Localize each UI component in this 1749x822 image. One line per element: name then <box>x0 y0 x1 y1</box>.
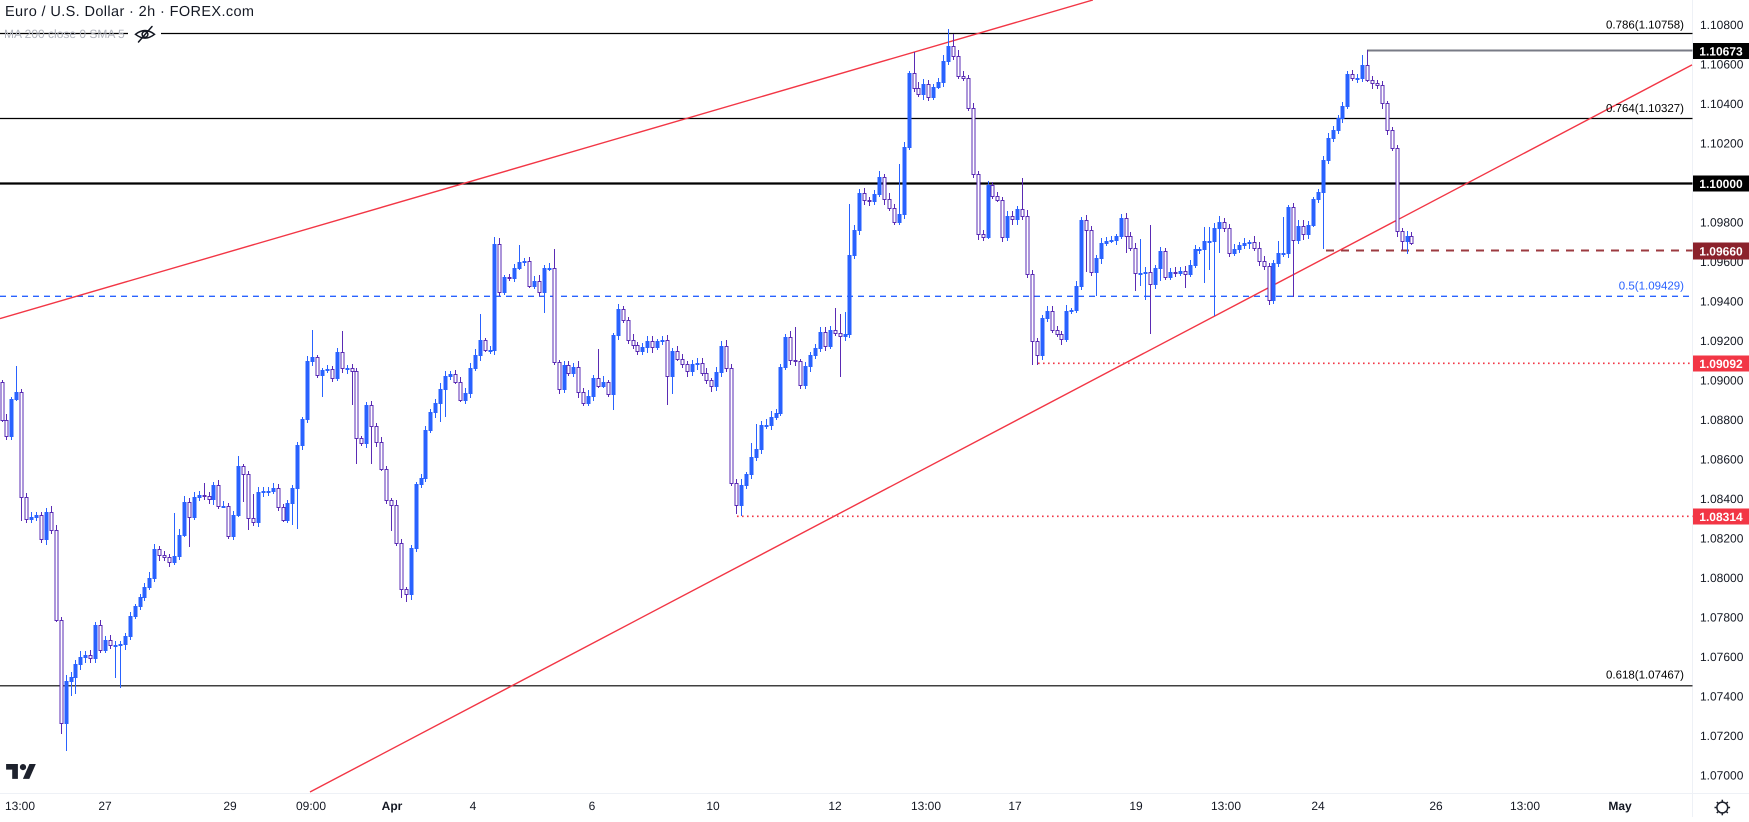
svg-text:1.09400: 1.09400 <box>1700 295 1744 309</box>
svg-text:1.10600: 1.10600 <box>1700 58 1744 72</box>
svg-text:May: May <box>1608 799 1632 813</box>
svg-text:1.09200: 1.09200 <box>1700 334 1744 348</box>
svg-text:1.07600: 1.07600 <box>1700 650 1744 664</box>
svg-text:0.5(1.09429): 0.5(1.09429) <box>1619 281 1684 293</box>
svg-text:1.07000: 1.07000 <box>1700 769 1744 783</box>
svg-text:13:00: 13:00 <box>5 799 35 813</box>
svg-text:0.618(1.07467): 0.618(1.07467) <box>1606 670 1684 682</box>
svg-text:1.10200: 1.10200 <box>1700 137 1744 151</box>
svg-text:Apr: Apr <box>382 799 403 813</box>
svg-text:26: 26 <box>1429 799 1443 813</box>
svg-text:1.10000: 1.10000 <box>1699 177 1743 191</box>
svg-text:13:00: 13:00 <box>1510 799 1540 813</box>
svg-text:1.09092: 1.09092 <box>1699 357 1743 371</box>
svg-text:19: 19 <box>1129 799 1143 813</box>
svg-text:MA 200 close 0 SMA 5: MA 200 close 0 SMA 5 <box>4 27 125 41</box>
svg-text:1.09660: 1.09660 <box>1699 244 1743 258</box>
svg-text:17: 17 <box>1008 799 1022 813</box>
svg-text:1.08200: 1.08200 <box>1700 532 1744 546</box>
svg-text:1.08000: 1.08000 <box>1700 571 1744 585</box>
svg-text:1.08314: 1.08314 <box>1699 510 1743 524</box>
svg-text:29: 29 <box>223 799 237 813</box>
svg-text:13:00: 13:00 <box>1211 799 1241 813</box>
svg-text:09:00: 09:00 <box>296 799 326 813</box>
svg-text:1.08400: 1.08400 <box>1700 492 1744 506</box>
svg-text:1.10673: 1.10673 <box>1699 44 1743 58</box>
svg-text:1.09000: 1.09000 <box>1700 374 1744 388</box>
svg-text:1.10400: 1.10400 <box>1700 97 1744 111</box>
svg-text:1.08800: 1.08800 <box>1700 413 1744 427</box>
svg-text:0.764(1.10327): 0.764(1.10327) <box>1606 103 1684 115</box>
svg-text:24: 24 <box>1311 799 1325 813</box>
svg-text:1.07200: 1.07200 <box>1700 729 1744 743</box>
svg-text:12: 12 <box>828 799 842 813</box>
svg-text:0.786(1.10758): 0.786(1.10758) <box>1606 20 1684 32</box>
svg-text:1.07800: 1.07800 <box>1700 611 1744 625</box>
svg-text:Euro / U.S. Dollar · 2h · FORE: Euro / U.S. Dollar · 2h · FOREX.com <box>5 4 254 20</box>
svg-text:1.10800: 1.10800 <box>1700 18 1744 32</box>
svg-text:6: 6 <box>589 799 596 813</box>
svg-text:1.08600: 1.08600 <box>1700 453 1744 467</box>
svg-text:27: 27 <box>98 799 112 813</box>
svg-text:1.09800: 1.09800 <box>1700 216 1744 230</box>
svg-text:10: 10 <box>706 799 720 813</box>
svg-text:1.07400: 1.07400 <box>1700 690 1744 704</box>
svg-text:4: 4 <box>470 799 477 813</box>
svg-text:13:00: 13:00 <box>911 799 941 813</box>
